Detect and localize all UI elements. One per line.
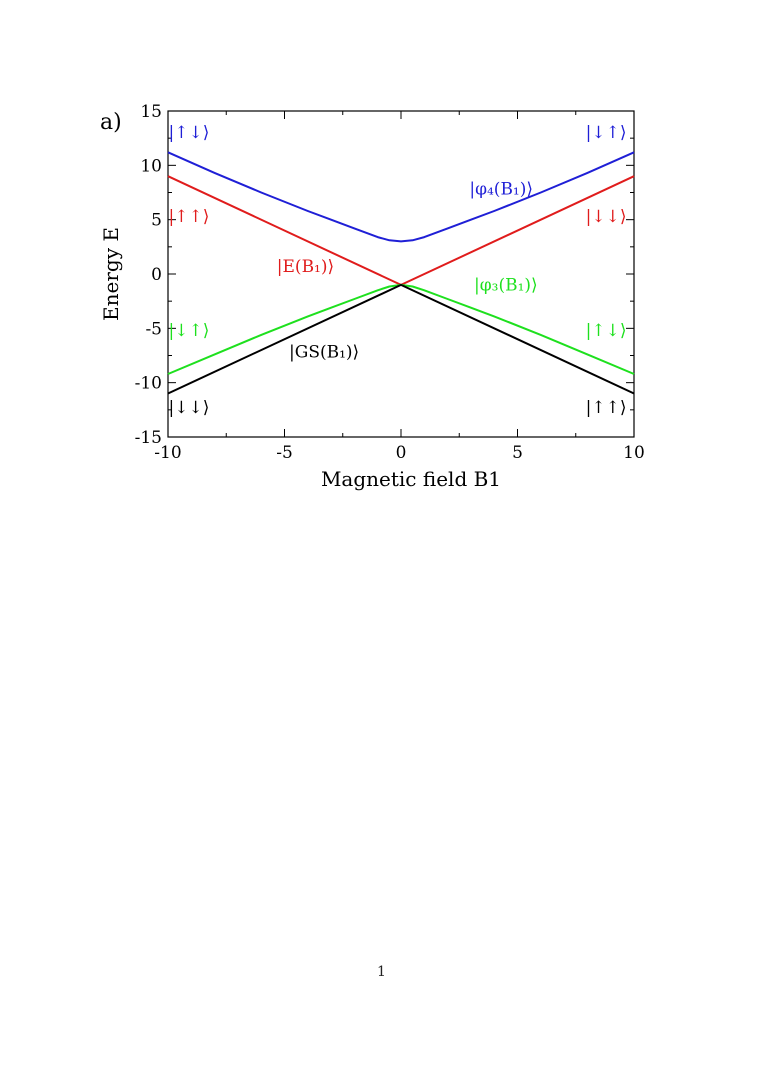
state-label: |φ₄(B₁)⟩ [469, 180, 533, 200]
annotation-layer: |↑↓⟩ |↓↑⟩ |↑↑⟩ |↓↓⟩ |↓↑⟩ |↑↓⟩ |↓↓⟩ |↑↑⟩ |φ₄(B₁)⟩… [169, 123, 627, 418]
plot-frame [167, 110, 635, 438]
state-label: |GS(B₁)⟩ [289, 343, 359, 363]
x-axis-label: Magnetic field B1 [321, 467, 501, 491]
y-tick-label: -10 [135, 374, 162, 394]
x-tick-label: 10 [623, 443, 645, 463]
series-line-phi4 [167, 151, 635, 243]
series-line-E [167, 175, 635, 286]
state-label: |E(B₁)⟩ [277, 257, 334, 277]
y-axis-label: Energy E [99, 227, 123, 321]
y-tick-label: 5 [151, 211, 162, 231]
state-label: |↓↓⟩ [586, 207, 627, 227]
y-tick-label: 0 [151, 265, 162, 285]
panel-label: a) [100, 110, 122, 135]
x-tick-label: -10 [154, 443, 181, 463]
axis-ticks [167, 110, 635, 438]
series-layer [167, 151, 635, 395]
y-tick-label: 10 [140, 156, 162, 176]
y-tick-label: 15 [140, 102, 162, 122]
x-tick-label: 5 [512, 443, 523, 463]
state-label: |φ₃(B₁)⟩ [474, 275, 538, 295]
y-tick-label: -5 [145, 319, 162, 339]
state-label: |↑↑⟩ [169, 207, 210, 227]
state-label: |↑↑⟩ [586, 398, 627, 418]
state-label: |↓↑⟩ [586, 123, 627, 143]
y-tick-label: -15 [135, 428, 162, 448]
series-line-GS [167, 283, 635, 395]
x-tick-label: -5 [276, 443, 293, 463]
x-tick-label: 0 [396, 443, 407, 463]
page-number: 1 [377, 964, 386, 980]
state-label: |↓↑⟩ [169, 321, 210, 341]
state-label: |↓↓⟩ [169, 398, 210, 418]
state-label: |↑↓⟩ [169, 123, 210, 143]
state-label: |↑↓⟩ [586, 321, 627, 341]
